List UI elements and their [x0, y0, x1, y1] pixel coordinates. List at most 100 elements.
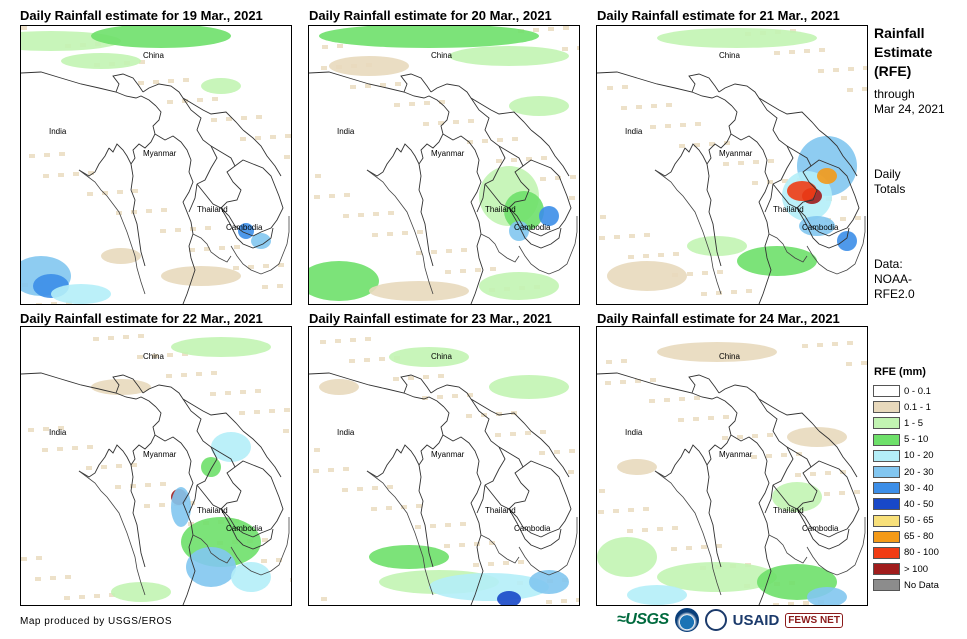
rain-speckle: [160, 229, 166, 233]
border-line: [718, 83, 820, 131]
sidebar-totals-label: Totals: [874, 182, 906, 196]
rain-speckle: [205, 226, 211, 230]
rain-speckle: [651, 104, 657, 108]
rain-speckle: [138, 334, 144, 338]
rain-speckle: [840, 217, 846, 221]
coastline: [768, 534, 808, 564]
border-line: [430, 384, 532, 432]
rain-area: [171, 337, 271, 357]
rain-speckle: [708, 416, 714, 420]
panel-title-2: Daily Rainfall estimate for 20 Mar., 202…: [309, 8, 552, 23]
border-line: [508, 508, 562, 550]
rain-speckle: [664, 398, 670, 402]
rain-speckle: [211, 371, 217, 375]
rain-speckle: [64, 596, 70, 600]
country-borders: [21, 71, 290, 304]
border-line: [654, 448, 686, 478]
rain-speckle: [321, 66, 327, 70]
rain-area: [529, 570, 569, 594]
legend-label: 0 - 0.1: [904, 385, 931, 397]
legend-label: 50 - 65: [904, 515, 934, 527]
border-line: [242, 430, 282, 478]
rain-speckle: [167, 353, 173, 357]
rain-speckle: [774, 51, 780, 55]
rain-speckle: [717, 270, 723, 274]
border-line: [182, 97, 218, 185]
rain-speckle: [804, 49, 810, 53]
border-line: [498, 145, 530, 209]
logos: ≈USGS USAID FEWS NET: [617, 606, 843, 634]
coastline: [518, 216, 578, 275]
rain-area: [61, 53, 141, 69]
rain-speckle: [168, 79, 174, 83]
rain-speckle: [561, 599, 567, 603]
border-line: [188, 183, 198, 213]
border-line: [210, 446, 242, 510]
rain-area: [319, 379, 359, 395]
rain-speckle: [489, 541, 495, 545]
rain-speckle: [358, 213, 364, 217]
rain-speckle: [256, 115, 262, 119]
rain-speckle: [803, 601, 809, 605]
usgs-logo: ≈USGS: [617, 611, 669, 628]
rain-area: [509, 96, 569, 116]
legend-item: 0.1 - 1: [873, 399, 939, 415]
rain-speckle: [190, 227, 196, 231]
rain-area: [329, 56, 409, 76]
rain-speckle: [598, 510, 604, 514]
border-line: [730, 434, 772, 605]
rain-speckle: [818, 69, 824, 73]
rain-speckle: [387, 232, 393, 236]
rain-speckle: [746, 289, 752, 293]
rain-speckle: [189, 501, 195, 505]
map-panel-1: China India Myanmar Thailand Cambodia: [20, 25, 292, 305]
coastline: [518, 517, 578, 576]
rain-speckle: [161, 208, 167, 212]
rain-area: [687, 236, 747, 256]
map-canvas: China India Myanmar Thailand Cambodia: [309, 337, 579, 605]
rain-speckle: [211, 118, 217, 122]
border-line: [154, 434, 196, 605]
rain-speckle: [36, 556, 42, 560]
legend-item: 5 - 10: [873, 432, 939, 448]
country-label-china: China: [143, 352, 164, 361]
country-borders: [597, 71, 866, 304]
border-line: [470, 97, 506, 185]
border-line: [498, 446, 530, 510]
legend-swatch: [873, 401, 900, 414]
sidebar-title-line2: Estimate: [874, 44, 933, 60]
rain-speckle: [284, 155, 290, 159]
rain-speckle: [139, 60, 145, 64]
rain-speckle: [467, 393, 473, 397]
rain-speckle: [687, 272, 693, 276]
rain-speckle: [73, 172, 79, 176]
border-line: [442, 133, 484, 304]
rain-speckle: [225, 391, 231, 395]
rain-speckle: [315, 174, 321, 178]
rain-speckle: [620, 380, 626, 384]
coastline: [192, 534, 232, 564]
sidebar-title-line3: (RFE): [874, 63, 912, 79]
rain-speckle: [658, 253, 664, 257]
rain-area: [319, 26, 539, 48]
rain-speckle: [817, 343, 823, 347]
map-panel-3: China India Myanmar Thailand Cambodia: [596, 25, 868, 305]
border-line: [108, 406, 162, 466]
rain-speckle: [270, 135, 276, 139]
border-line: [764, 484, 774, 514]
border-line: [684, 105, 738, 165]
rain-speckle: [693, 417, 699, 421]
map-panel-4: China India Myanmar Thailand Cambodia: [20, 326, 292, 606]
legend-swatch: [873, 433, 900, 446]
rain-area: [186, 547, 236, 587]
rain-speckle: [313, 469, 319, 473]
rain-area: [772, 482, 822, 512]
rain-speckle: [466, 414, 472, 418]
rain-speckle: [137, 355, 143, 359]
rain-speckle: [539, 451, 545, 455]
rain-area: [211, 432, 251, 462]
rain-speckle: [365, 337, 371, 341]
rain-speckle: [79, 595, 85, 599]
rain-speckle: [86, 466, 92, 470]
country-label-thailand: Thailand: [485, 205, 516, 214]
